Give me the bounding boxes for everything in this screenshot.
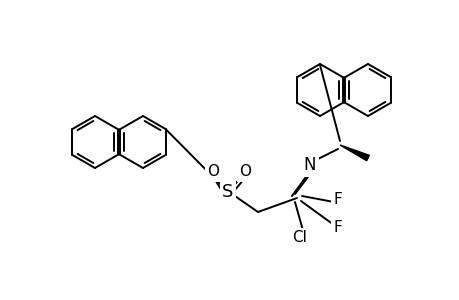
Text: Cl: Cl [292,230,307,245]
Polygon shape [339,145,369,161]
Text: F: F [333,193,341,208]
Text: S: S [222,183,233,201]
Text: O: O [207,164,218,179]
Text: N: N [303,156,316,174]
Text: F: F [333,220,341,236]
Text: O: O [239,164,251,179]
